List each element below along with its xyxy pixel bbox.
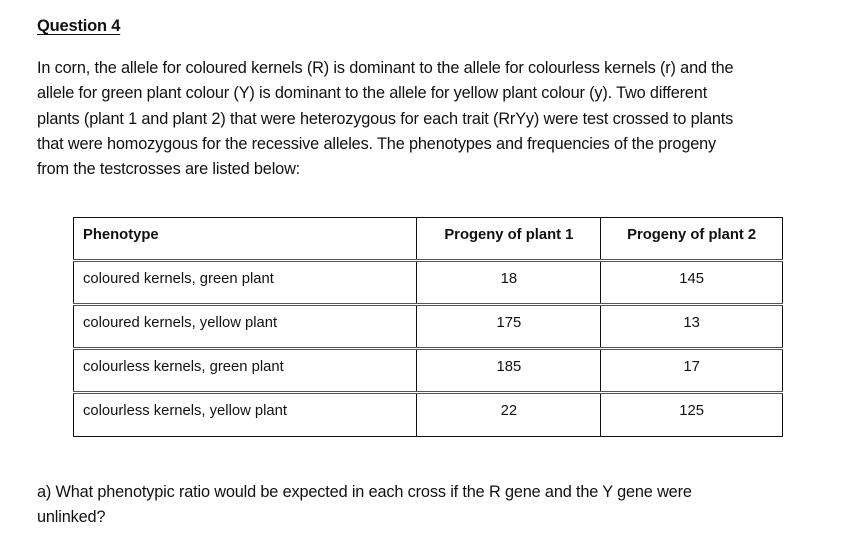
plant-1-count-cell: 22 [416, 391, 602, 437]
phenotype-cell: colourless kernels, green plant [72, 347, 418, 393]
question-line: a) What phenotypic ratio would be expect… [37, 483, 692, 501]
table-row: colourless kernels, green plant 185 17 [72, 347, 783, 393]
table-row: coloured kernels, green plant 18 145 [72, 259, 783, 305]
plant-2-count-cell: 145 [600, 259, 783, 305]
plant-1-count-cell: 175 [416, 303, 602, 349]
intro-line: from the testcrosses are listed below: [37, 160, 301, 179]
plant-2-count-cell: 17 [600, 347, 783, 393]
question-heading: Question 4 [37, 17, 121, 35]
question-line: unlinked? [37, 508, 106, 527]
table-row: coloured kernels, yellow plant 175 13 [72, 303, 783, 349]
plant-1-count-cell: 185 [416, 347, 602, 393]
table-header-row: Phenotype Progeny of plant 1 Progeny of … [72, 217, 783, 261]
plant-2-count-cell: 13 [600, 303, 783, 349]
table-row: colourless kernels, yellow plant 22 125 [72, 391, 783, 437]
intro-line: that were homozygous for the recessive a… [37, 134, 717, 153]
plant-1-count-cell: 18 [416, 259, 602, 305]
question-a: a) What phenotypic ratio would be expect… [37, 480, 827, 531]
intro-line: plants (plant 1 and plant 2) that were h… [37, 109, 734, 128]
intro-line: allele for green plant colour (Y) is dom… [37, 84, 708, 103]
intro-line: In corn, the allele for coloured kernels… [37, 59, 734, 77]
header-progeny-plant-2: Progeny of plant 2 [600, 217, 783, 261]
intro-paragraph: In corn, the allele for coloured kernels… [37, 56, 827, 182]
plant-2-count-cell: 125 [600, 391, 783, 437]
phenotype-cell: coloured kernels, green plant [72, 259, 418, 305]
phenotype-cell: coloured kernels, yellow plant [72, 303, 418, 349]
progeny-table: Phenotype Progeny of plant 1 Progeny of … [72, 217, 783, 437]
phenotype-cell: colourless kernels, yellow plant [72, 391, 418, 437]
header-phenotype: Phenotype [72, 217, 418, 261]
header-progeny-plant-1: Progeny of plant 1 [416, 217, 602, 261]
